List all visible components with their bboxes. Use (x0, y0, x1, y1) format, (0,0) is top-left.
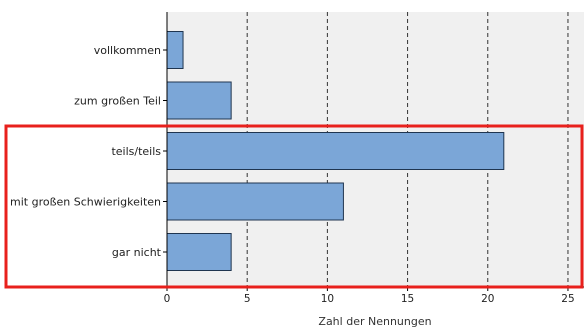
category-label-3: mit großen Schwierigkeiten (10, 196, 161, 209)
category-label-1: zum großen Teil (74, 95, 161, 108)
bar-2 (166, 132, 505, 170)
x-axis-title: Zahl der Nennungen (318, 315, 431, 328)
bar-4 (166, 233, 232, 271)
x-tick-label-25: 25 (561, 293, 574, 305)
category-label-4: gar nicht (112, 246, 162, 259)
category-labels: vollkommen zum großen Teil teils/teils mit … (10, 44, 167, 259)
bar-0 (166, 31, 184, 69)
x-tick-label-5: 5 (244, 293, 251, 305)
x-tick-label-0: 0 (164, 293, 171, 305)
grid-lines (246, 12, 569, 287)
x-axis-ticks: 0 5 10 15 20 25 (164, 287, 575, 305)
highlight-box (4, 124, 584, 289)
category-label-2: teils/teils (111, 145, 161, 158)
bar-3 (166, 182, 344, 221)
bar-1 (166, 81, 232, 120)
x-tick-label-20: 20 (481, 293, 494, 305)
x-tick-label-15: 15 (401, 293, 414, 305)
bars (166, 31, 505, 271)
category-label-0: vollkommen (94, 44, 161, 57)
x-tick-label-10: 10 (321, 293, 334, 305)
